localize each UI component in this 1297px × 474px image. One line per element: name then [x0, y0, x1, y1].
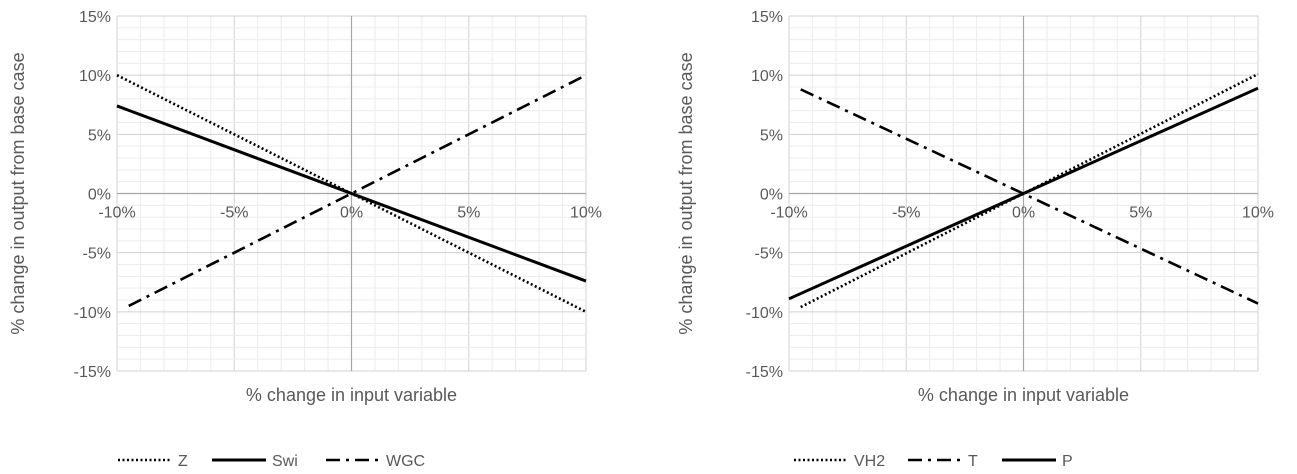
x-tick-label: 10% — [1242, 205, 1274, 222]
series-line-p — [788, 86, 1259, 301]
x-tick-label: 0% — [340, 205, 363, 222]
x-tick-label: 10% — [570, 205, 602, 222]
legend: Z Swi WGC — [118, 453, 425, 470]
chart-2: 15% 10% 5% 0% -5% -10% -15% -10% -5% 0% 5% 10% % cha… — [676, 9, 1274, 470]
legend-label-vh2: VH2 — [854, 453, 885, 470]
y-tick-label: 10% — [751, 68, 783, 85]
legend-label-p: P — [1062, 453, 1073, 470]
series-line-swi — [116, 104, 587, 283]
chart-1: 15% 10% 5% 0% -5% -10% -15% -10% -5% 0% 5% 10% % cha… — [8, 9, 602, 470]
y-tick-label: -15% — [74, 364, 111, 381]
y-tick-label: 5% — [760, 127, 783, 144]
x-tick-label: 5% — [457, 205, 480, 222]
y-tick-label: 0% — [760, 187, 783, 204]
x-axis-title: % change in input variable — [918, 385, 1129, 405]
legend-label-wgc: WGC — [386, 453, 425, 470]
x-axis-title: % change in input variable — [246, 385, 457, 405]
y-tick-label: 10% — [79, 68, 111, 85]
legend-label-z: Z — [178, 453, 188, 470]
y-tick-label: 15% — [751, 9, 783, 26]
x-tick-label: -5% — [220, 205, 248, 222]
y-tick-label: -15% — [746, 364, 783, 381]
x-tick-label: -10% — [98, 205, 135, 222]
legend-label-t: T — [968, 453, 978, 470]
y-tick-label: -5% — [83, 246, 111, 263]
y-tick-label: -5% — [755, 246, 783, 263]
x-tick-label: -10% — [770, 205, 807, 222]
y-axis-title: % change in output from base case — [676, 52, 696, 334]
x-tick-label: 5% — [1129, 205, 1152, 222]
y-tick-label: 15% — [79, 9, 111, 26]
series-line-t — [800, 88, 1259, 305]
legend-label-swi: Swi — [272, 453, 298, 470]
x-tick-label: -5% — [892, 205, 920, 222]
legend: VH2 T P — [794, 453, 1073, 470]
x-tick-label: 0% — [1012, 205, 1035, 222]
y-axis-title: % change in output from base case — [8, 52, 28, 334]
y-tick-label: -10% — [74, 305, 111, 322]
y-tick-label: 0% — [88, 187, 111, 204]
series-line-wgc — [128, 74, 587, 308]
y-tick-label: 5% — [88, 127, 111, 144]
y-tick-label: -10% — [746, 305, 783, 322]
